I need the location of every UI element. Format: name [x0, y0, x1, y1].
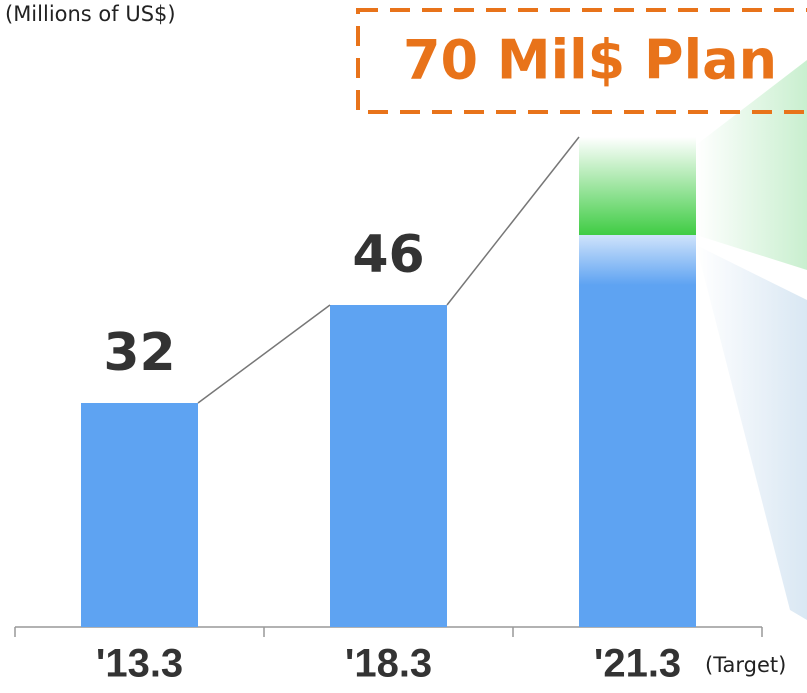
annotation: 70 Mil$ Plan — [403, 29, 777, 92]
data-label: 46 — [352, 225, 424, 285]
x-tick-label: '13.3 — [96, 642, 183, 686]
decor-ray — [696, 245, 807, 620]
x-tick-label: '21.3 — [594, 642, 681, 686]
x-tick-label: '18.3 — [345, 642, 432, 686]
connector — [197, 304, 331, 404]
bar-segment — [81, 403, 198, 627]
subtitle: (Millions of US$) — [5, 2, 176, 26]
target-note: (Target) — [705, 653, 786, 677]
bar-fade — [579, 235, 696, 285]
bar-segment — [579, 137, 696, 235]
annotation-box — [356, 8, 807, 114]
bar-segment — [330, 305, 447, 627]
decor-ray — [696, 60, 807, 270]
data-label: 32 — [103, 323, 175, 383]
bar-segment — [579, 235, 696, 627]
connector — [446, 136, 580, 306]
